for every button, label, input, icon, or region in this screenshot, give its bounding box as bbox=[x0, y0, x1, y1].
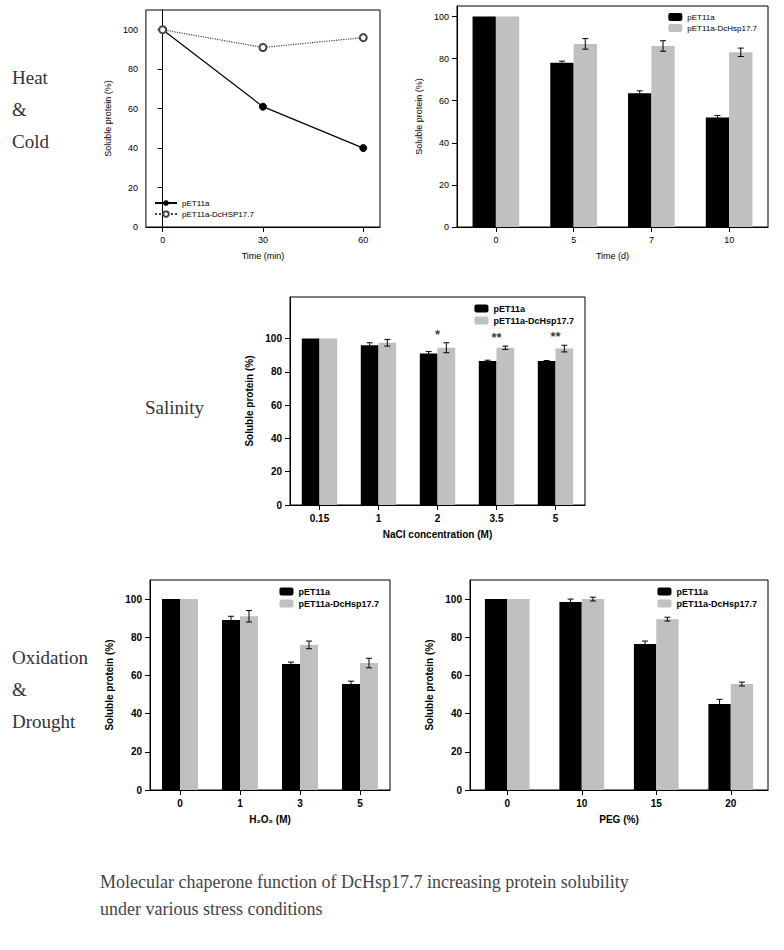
svg-text:0: 0 bbox=[504, 798, 510, 809]
svg-text:Time (d): Time (d) bbox=[596, 251, 629, 261]
html-text:under various stress condition: under various stress conditions bbox=[100, 899, 323, 919]
svg-text:pET11a-DcHSP17.7: pET11a-DcHSP17.7 bbox=[182, 210, 254, 219]
svg-text:pET11a-DcHsp17.7: pET11a-DcHsp17.7 bbox=[493, 316, 574, 326]
svg-text:Soluble protein (%): Soluble protein (%) bbox=[424, 639, 435, 730]
svg-text:*: * bbox=[435, 327, 441, 342]
svg-text:1: 1 bbox=[237, 798, 243, 809]
svg-text:60: 60 bbox=[128, 104, 138, 114]
svg-text:PEG (%): PEG (%) bbox=[599, 814, 638, 825]
svg-text:0: 0 bbox=[177, 798, 183, 809]
svg-text:0: 0 bbox=[493, 235, 498, 245]
svg-text:H₂O₂ (M): H₂O₂ (M) bbox=[249, 814, 291, 825]
svg-text:60: 60 bbox=[271, 400, 283, 411]
svg-text:10: 10 bbox=[724, 235, 734, 245]
svg-text:Soluble protein (%): Soluble protein (%) bbox=[103, 80, 113, 157]
svg-text:pET11a: pET11a bbox=[182, 199, 210, 208]
svg-text:40: 40 bbox=[131, 708, 143, 719]
svg-text:pET11a: pET11a bbox=[493, 304, 526, 314]
svg-text:100: 100 bbox=[445, 594, 462, 605]
svg-text:pET11a: pET11a bbox=[687, 13, 715, 22]
svg-text:Soluble protein (%): Soluble protein (%) bbox=[244, 355, 255, 446]
svg-text:80: 80 bbox=[131, 632, 143, 643]
html-text:Drought: Drought bbox=[12, 711, 76, 732]
svg-text:5: 5 bbox=[357, 798, 363, 809]
svg-text:**: ** bbox=[550, 329, 561, 344]
svg-text:60: 60 bbox=[131, 670, 143, 681]
svg-text:80: 80 bbox=[128, 64, 138, 74]
svg-text:100: 100 bbox=[123, 25, 138, 35]
svg-text:80: 80 bbox=[439, 54, 449, 64]
svg-text:100: 100 bbox=[125, 594, 142, 605]
svg-text:0: 0 bbox=[136, 785, 142, 796]
svg-text:40: 40 bbox=[271, 433, 283, 444]
svg-text:2: 2 bbox=[435, 513, 441, 524]
html-text:Salinity: Salinity bbox=[145, 397, 205, 418]
svg-text:20: 20 bbox=[451, 746, 463, 757]
svg-text:**: ** bbox=[491, 330, 502, 345]
svg-text:5: 5 bbox=[553, 513, 559, 524]
svg-text:1: 1 bbox=[376, 513, 382, 524]
svg-text:40: 40 bbox=[128, 143, 138, 153]
svg-text:100: 100 bbox=[265, 333, 282, 344]
svg-text:60: 60 bbox=[358, 235, 368, 245]
svg-text:NaCl concentration (M): NaCl concentration (M) bbox=[383, 529, 492, 540]
svg-text:pET11a-DcHsp17.7: pET11a-DcHsp17.7 bbox=[687, 24, 757, 33]
svg-text:3: 3 bbox=[297, 798, 303, 809]
svg-text:60: 60 bbox=[439, 96, 449, 106]
svg-text:pET11a: pET11a bbox=[676, 587, 709, 597]
svg-text:20: 20 bbox=[439, 180, 449, 190]
svg-text:20: 20 bbox=[131, 746, 143, 757]
svg-text:80: 80 bbox=[451, 632, 463, 643]
svg-text:80: 80 bbox=[271, 366, 283, 377]
svg-text:5: 5 bbox=[571, 235, 576, 245]
svg-text:Soluble protein (%): Soluble protein (%) bbox=[414, 78, 424, 155]
svg-text:7: 7 bbox=[649, 235, 654, 245]
svg-text:0: 0 bbox=[133, 222, 138, 232]
svg-text:40: 40 bbox=[451, 708, 463, 719]
svg-text:100: 100 bbox=[434, 12, 449, 22]
svg-text:10: 10 bbox=[576, 798, 588, 809]
svg-text:20: 20 bbox=[271, 466, 283, 477]
svg-text:0.15: 0.15 bbox=[310, 513, 330, 524]
html-text:Molecular chaperone function o: Molecular chaperone function of DcHsp17.… bbox=[100, 872, 629, 892]
svg-text:20: 20 bbox=[128, 183, 138, 193]
svg-text:Time (min): Time (min) bbox=[242, 251, 285, 261]
html-text:Oxidation: Oxidation bbox=[12, 647, 88, 668]
svg-text:0: 0 bbox=[456, 785, 462, 796]
svg-text:pET11a-DcHsp17.7: pET11a-DcHsp17.7 bbox=[676, 599, 757, 609]
html-text:Heat: Heat bbox=[12, 67, 48, 88]
svg-text:pET11a-DcHsp17.7: pET11a-DcHsp17.7 bbox=[298, 599, 379, 609]
svg-text:0: 0 bbox=[276, 500, 282, 511]
svg-text:30: 30 bbox=[258, 235, 268, 245]
svg-text:pET11a: pET11a bbox=[298, 587, 331, 597]
svg-text:3.5: 3.5 bbox=[490, 513, 504, 524]
svg-text:0: 0 bbox=[444, 222, 449, 232]
svg-text:40: 40 bbox=[439, 138, 449, 148]
svg-text:15: 15 bbox=[651, 798, 663, 809]
svg-text:Soluble protein (%): Soluble protein (%) bbox=[104, 639, 115, 730]
svg-text:0: 0 bbox=[160, 235, 165, 245]
html-text:Cold: Cold bbox=[12, 131, 49, 152]
svg-text:20: 20 bbox=[725, 798, 737, 809]
svg-text:60: 60 bbox=[451, 670, 463, 681]
